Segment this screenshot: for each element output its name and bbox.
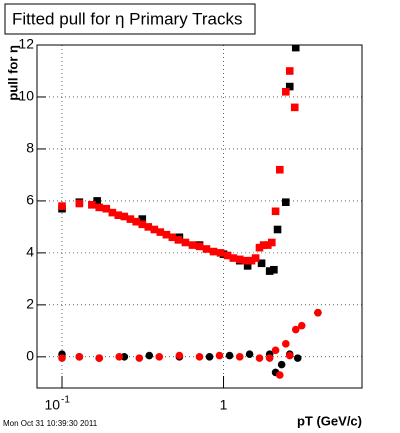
point xyxy=(293,354,302,362)
y-tick-label: 10 xyxy=(18,88,34,104)
point xyxy=(88,201,96,209)
point xyxy=(145,351,154,360)
point xyxy=(282,87,290,96)
point xyxy=(265,267,274,275)
point xyxy=(181,238,190,247)
plot-frame xyxy=(36,44,363,389)
y-tick-label: 6 xyxy=(26,192,34,208)
point xyxy=(291,45,300,52)
point xyxy=(58,202,66,210)
point xyxy=(282,198,290,207)
point xyxy=(175,351,184,360)
point xyxy=(120,212,129,221)
point xyxy=(235,255,244,264)
point xyxy=(290,103,299,112)
point xyxy=(277,360,286,369)
point xyxy=(241,256,250,265)
point xyxy=(75,199,84,208)
point xyxy=(95,203,104,212)
point xyxy=(162,230,171,239)
point xyxy=(135,354,144,362)
point xyxy=(267,238,276,247)
point xyxy=(95,354,104,362)
point xyxy=(271,207,280,216)
point xyxy=(174,236,183,244)
point xyxy=(270,265,278,274)
point xyxy=(275,165,284,174)
point xyxy=(209,247,218,256)
point xyxy=(282,340,290,348)
y-tick-label: 12 xyxy=(18,36,34,52)
point xyxy=(195,242,204,251)
point xyxy=(264,241,272,249)
point xyxy=(144,223,153,231)
point xyxy=(229,254,238,262)
point xyxy=(314,308,322,317)
point xyxy=(235,353,244,361)
x-axis-label: pT (GeV/c) xyxy=(297,413,362,428)
point xyxy=(245,350,254,359)
x-tick-label: 1 xyxy=(220,397,228,413)
point xyxy=(255,243,264,252)
timestamp: Mon Oct 31 10:39:30 2011 xyxy=(3,419,98,428)
point xyxy=(225,351,234,360)
point xyxy=(202,245,211,253)
point xyxy=(155,353,164,361)
point xyxy=(150,225,159,234)
x-tick-label-exponent: -1 xyxy=(61,395,70,406)
point xyxy=(75,353,84,361)
point xyxy=(257,259,266,268)
point xyxy=(259,241,268,249)
point xyxy=(205,353,214,361)
point xyxy=(195,353,204,361)
x-tick-label-base: 10 xyxy=(44,397,60,413)
y-axis-label: pull for η xyxy=(5,45,20,101)
y-tick-label: 8 xyxy=(26,140,34,156)
point xyxy=(93,197,101,205)
point xyxy=(285,82,294,91)
point xyxy=(188,241,197,249)
point xyxy=(115,353,124,361)
point xyxy=(58,354,66,362)
point xyxy=(243,262,252,270)
point xyxy=(265,354,274,362)
point xyxy=(138,215,147,223)
point xyxy=(215,351,224,360)
point xyxy=(271,346,280,355)
chart-title: Fitted pull for η Primary Tracks xyxy=(12,9,243,28)
point xyxy=(168,233,177,242)
point xyxy=(156,228,165,236)
y-tick-label: 4 xyxy=(26,244,34,260)
y-tick-label: 0 xyxy=(26,348,34,364)
plot-area xyxy=(58,45,322,379)
point xyxy=(275,371,284,379)
point xyxy=(285,67,294,75)
point xyxy=(273,225,282,234)
point xyxy=(291,325,300,334)
point xyxy=(297,321,306,330)
point xyxy=(132,217,141,226)
x-tick-label: 10 -1 xyxy=(44,395,70,413)
point xyxy=(285,351,294,360)
point xyxy=(223,251,232,260)
point xyxy=(216,249,225,257)
point xyxy=(138,220,147,229)
point xyxy=(251,254,260,262)
title-box xyxy=(4,3,256,35)
y-tick-label: 2 xyxy=(26,296,34,312)
point xyxy=(255,354,264,362)
point xyxy=(247,256,256,265)
point xyxy=(114,211,123,220)
point xyxy=(102,204,111,213)
point xyxy=(108,208,117,217)
point xyxy=(126,215,135,223)
